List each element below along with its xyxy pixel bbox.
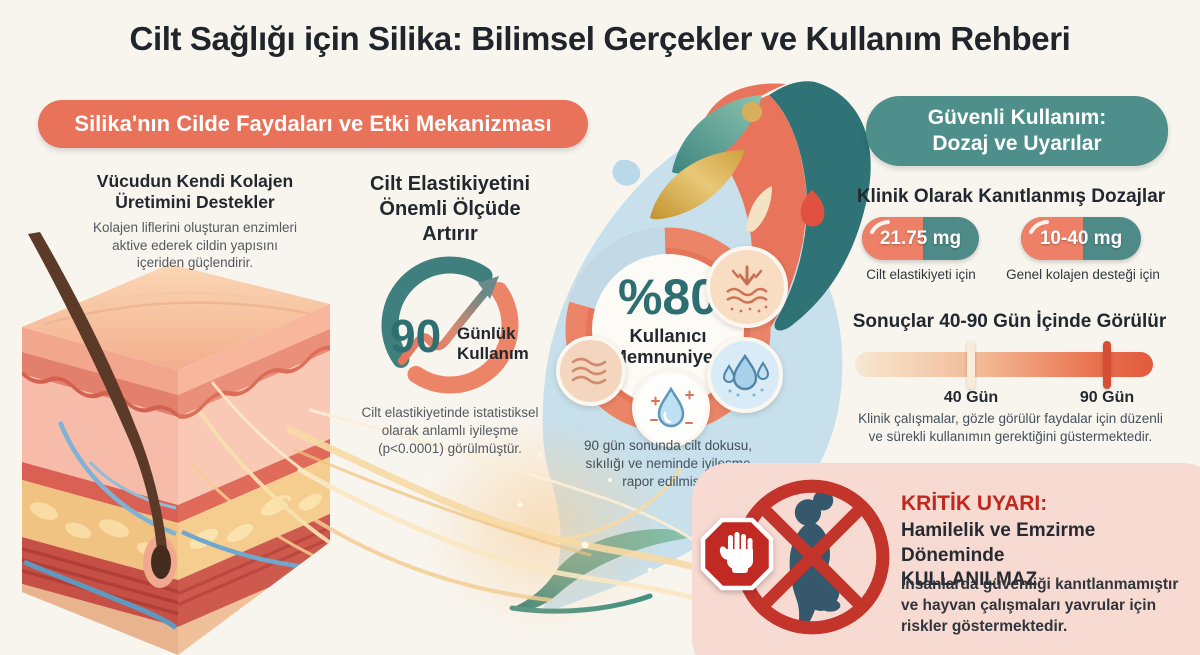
timeline-tick-90	[1103, 341, 1111, 389]
usage-days-label: Günlük Kullanım	[457, 324, 529, 363]
satisfaction-label-group: %80 Kullanıcı Memnuniyeti	[583, 272, 753, 367]
pill-caption: Cilt elastikiyeti için	[866, 267, 976, 282]
timeline-tick-40	[967, 341, 975, 389]
cream-leaf-decoration	[746, 186, 772, 232]
satisfaction-value: %80	[617, 269, 719, 325]
teal-leaf-icon	[672, 95, 762, 174]
trend-arrow-icon	[398, 276, 499, 365]
hydration-drops-icon	[722, 353, 770, 397]
skin-texture-badge	[556, 336, 626, 406]
trend-ring-chart	[381, 256, 519, 394]
pill-coral-half	[1021, 217, 1084, 260]
skin-cross-section-illustration	[22, 232, 330, 655]
satisfaction-label: Kullanıcı Memnuniyeti	[611, 325, 725, 367]
hydration-badge	[707, 337, 783, 413]
warning-title: KRİTİK UYARI:	[901, 492, 1048, 515]
dosage-heading: Klinik Olarak Kanıtlanmış Dozajlar	[856, 186, 1166, 207]
timeline-start-label: 40 Gün	[943, 389, 999, 406]
moisture-drop-icon	[650, 386, 694, 428]
safety-header-pill: Güvenli Kullanım: Dozaj ve Uyarılar	[866, 96, 1168, 166]
benefits-header-label: Silika'nın Cilde Faydaları ve Etki Mekan…	[74, 111, 552, 136]
timeline-heading: Sonuçlar 40-90 Gün İçinde Görülür	[852, 311, 1167, 332]
pill-caption: Genel kolajen desteği için	[1006, 267, 1160, 282]
pill-dose-label: 21.75 mg	[879, 227, 962, 249]
gold-leaf-icon	[650, 150, 745, 220]
warning-body: İnsanlarda güvenliği kanıtlanmamıştır ve…	[901, 576, 1179, 635]
safety-header-label: Güvenli Kullanım: Dozaj ve Uyarılar	[927, 105, 1107, 155]
skin-texture-icon	[571, 357, 607, 385]
blue-drop-decoration	[612, 159, 641, 186]
elasticity-body: Cilt elastikiyetinde istatistiksel olara…	[361, 405, 539, 456]
collagen-fibers-decoration	[283, 408, 724, 633]
gold-dot-decoration	[742, 102, 762, 122]
moisture-badge	[632, 369, 710, 447]
warning-statement: Hamilelik ve Emzirme Döneminde KULLANILM…	[901, 520, 1096, 591]
collagen-heading: Vücudun Kendi Kolajen Üretimini Destekle…	[96, 171, 294, 213]
red-drop-decoration	[800, 190, 825, 227]
page-title: Cilt Sağlığı için Silika: Bilimsel Gerçe…	[129, 20, 1071, 57]
timeline-body: Klinik çalışmalar, gözle görülür faydala…	[858, 411, 1163, 445]
hand-icon	[719, 532, 753, 573]
usage-trend-ring: 90 Günlük Kullanım	[372, 247, 529, 403]
timeline-end-label: 90 Gün	[1079, 389, 1135, 406]
benefits-header-pill: Silika'nın Cilde Faydaları ve Etki Mekan…	[38, 100, 588, 148]
skin-firmness-icon	[726, 265, 768, 313]
collagen-body: Kolajen liflerini oluşturan enzimleri ak…	[92, 220, 298, 271]
stop-sign-icon	[700, 517, 774, 591]
pill-shine	[1029, 220, 1049, 234]
pill-shine	[870, 220, 890, 234]
dosage-pill-general: 10-40 mg	[1021, 217, 1141, 260]
dosage-pill-elasticity: 21.75 mg	[862, 217, 979, 260]
elasticity-heading: Cilt Elastikiyetini Önemli Ölçüde Artırı…	[369, 173, 531, 245]
skin-firmness-badge	[706, 246, 788, 328]
pill-coral-half	[862, 217, 923, 260]
pill-dose-label: 10-40 mg	[1039, 227, 1123, 249]
usage-days-value: 90	[390, 310, 442, 362]
